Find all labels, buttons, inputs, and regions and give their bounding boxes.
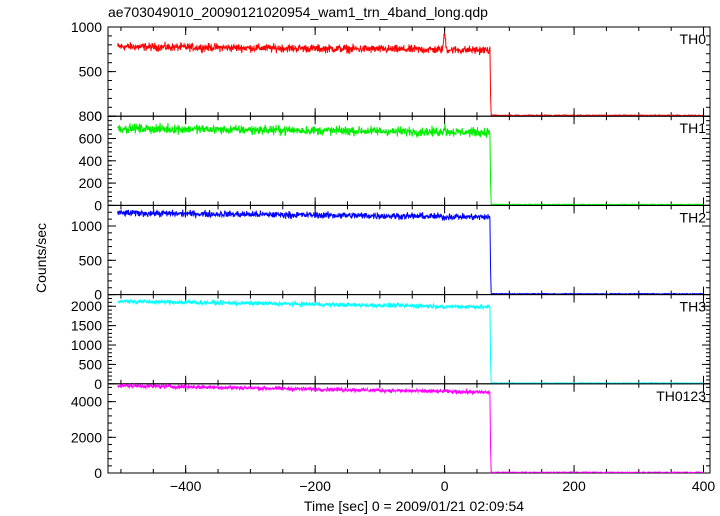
panel-frame [107, 294, 711, 385]
y-tick-label: 600 [79, 131, 103, 147]
panel-th3: 0 500 1000 1500 2000 TH3 [71, 294, 711, 392]
panels-group: 0 500 1000 TH0 0 200 400 600 800 TH1 0 500 1000 TH2 0 5… [71, 19, 711, 481]
series-line-th1 [117, 122, 704, 206]
y-tick-label: 4000 [71, 394, 102, 410]
y-tick-label: 1500 [71, 318, 102, 334]
y-tick-label: 2000 [71, 298, 102, 314]
panel-label-th3: TH3 [680, 299, 707, 315]
y-tick-label: 1000 [71, 218, 102, 234]
y-tick-label: 0 [94, 465, 102, 481]
y-tick-label: 500 [79, 64, 103, 80]
y-tick-label: 1000 [71, 19, 102, 35]
panel-th1: 0 200 400 600 800 TH1 [79, 108, 711, 213]
y-tick-label: 0 [94, 197, 102, 213]
y-tick-label: 2000 [71, 429, 102, 445]
panel-th0123: 0 2000 4000 TH0123 [71, 382, 711, 481]
panel-th2: 0 500 1000 TH2 [71, 204, 711, 303]
x-axis-label: Time [sec] 0 = 2009/01/21 02:09:54 [304, 498, 524, 514]
series-line-th3 [117, 298, 704, 385]
panel-frame [107, 383, 711, 474]
y-tick-label: 800 [79, 108, 103, 124]
x-tick-label: −200 [299, 478, 331, 494]
y-tick-label: 500 [79, 356, 103, 372]
panel-th0: 0 500 1000 TH0 [71, 19, 711, 124]
panel-label-th1: TH1 [680, 120, 707, 136]
y-tick-label: 200 [79, 175, 103, 191]
y-tick-label: 0 [94, 376, 102, 392]
panel-label-th0123: TH0123 [656, 388, 706, 404]
x-tick-label: 200 [562, 478, 586, 494]
y-tick-label: 500 [79, 252, 103, 268]
y-tick-label: 400 [79, 153, 103, 169]
panel-frame [107, 204, 711, 296]
series-line-th0 [117, 33, 704, 117]
x-tick-label: −400 [170, 478, 202, 494]
x-tick-label: 0 [441, 478, 449, 494]
x-tick-label: 400 [692, 478, 716, 494]
y-tick-label: 1000 [71, 337, 102, 353]
y-axis-label: Counts/sec [33, 223, 49, 293]
series-line-th2 [117, 209, 704, 295]
x-axis: −400 −200 0 200 400 [170, 478, 716, 494]
y-tick-label: 0 [94, 108, 102, 124]
panel-label-th0: TH0 [680, 31, 707, 47]
y-tick-label: 0 [94, 287, 102, 303]
panel-label-th2: TH2 [680, 209, 707, 225]
series-line-th0123 [117, 382, 704, 474]
panel-frame [107, 26, 711, 117]
chart-title: ae703049010_20090121020954_wam1_trn_4ban… [108, 4, 488, 20]
